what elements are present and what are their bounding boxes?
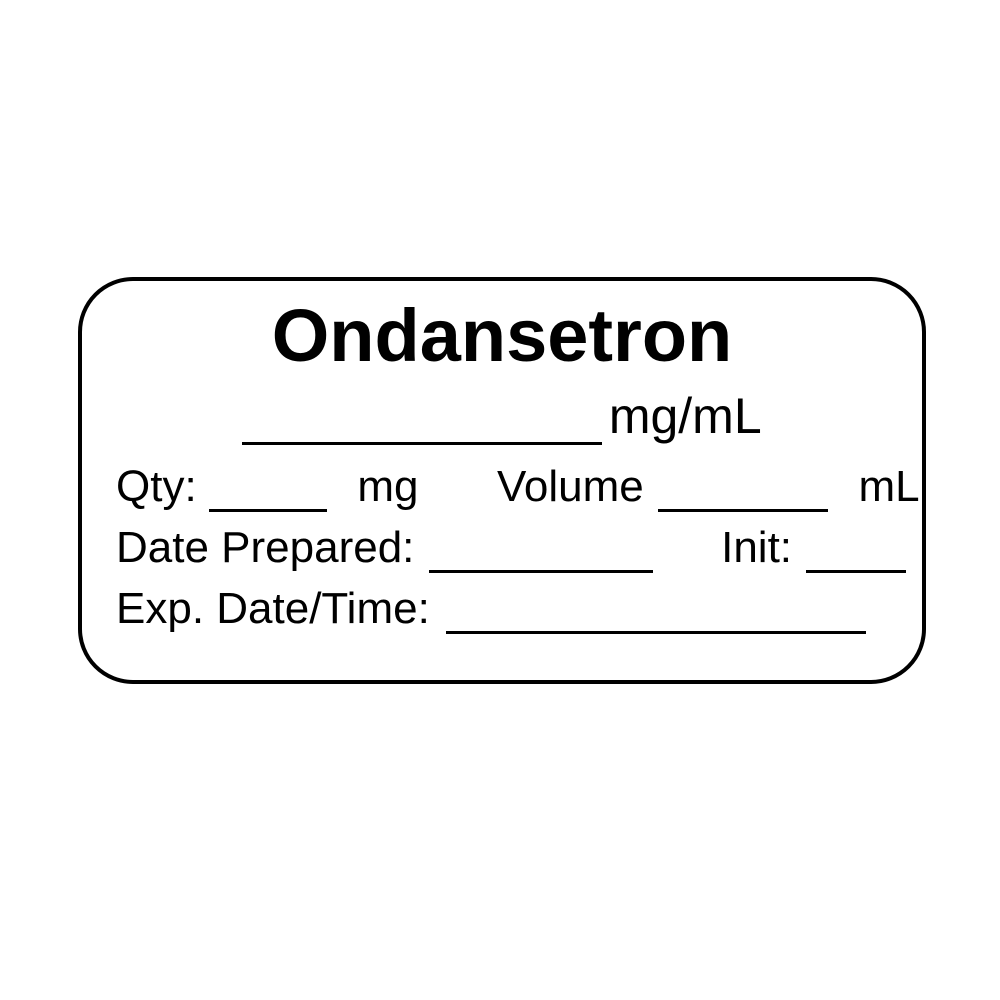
date-init-row: Date Prepared: Init: [116, 523, 882, 573]
concentration-blank [242, 400, 602, 445]
qty-label: Qty: [116, 462, 197, 511]
qty-unit: mg [357, 462, 418, 511]
qty-blank [209, 475, 327, 512]
canvas: Ondansetron mg/mL Qty: mg Volume mL Date… [0, 0, 1000, 1000]
volume-blank [658, 475, 828, 512]
exp-blank [446, 597, 866, 634]
init-label: Init: [721, 523, 792, 572]
exp-label: Exp. Date/Time: [116, 584, 430, 633]
qty-volume-row: Qty: mg Volume mL [116, 462, 882, 512]
init-blank [806, 536, 906, 573]
concentration-unit: mg/mL [609, 388, 762, 444]
date-prepared-blank [429, 536, 653, 573]
concentration-row: mg/mL [82, 387, 922, 445]
volume-unit: mL [858, 462, 919, 511]
exp-row: Exp. Date/Time: [116, 584, 882, 634]
medication-label: Ondansetron mg/mL Qty: mg Volume mL Date… [78, 277, 926, 684]
drug-name: Ondansetron [82, 293, 922, 378]
date-prepared-label: Date Prepared: [116, 523, 414, 572]
volume-label: Volume [497, 462, 644, 511]
